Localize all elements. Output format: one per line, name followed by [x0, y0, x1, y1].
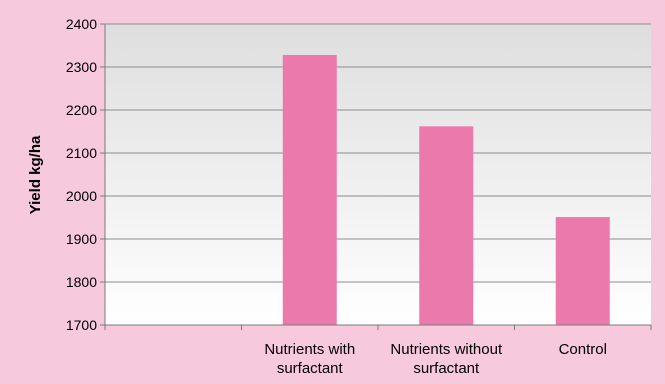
- y-tick-label: 1900: [66, 231, 97, 247]
- y-tick-label: 2200: [66, 102, 97, 118]
- y-tick-label: 1700: [66, 317, 97, 333]
- y-tick-label: 2100: [66, 145, 97, 161]
- x-category-label: Control: [559, 341, 607, 358]
- x-category-label: Nutrients without surfactant: [390, 341, 503, 377]
- y-tick-label: 2400: [66, 16, 97, 32]
- bars: [282, 54, 610, 326]
- bar-1: [282, 54, 337, 326]
- y-tick-label: 2300: [66, 59, 97, 75]
- axes: [100, 23, 652, 330]
- x-category-label: Nutrients with surfactant: [264, 341, 355, 377]
- bar-2: [419, 126, 474, 325]
- y-tick-label: 1800: [66, 274, 97, 290]
- y-tick-label: 2000: [66, 188, 97, 204]
- bar-3: [555, 217, 610, 325]
- y-axis-title: Yield kg/ha: [27, 135, 44, 214]
- gridlines: [105, 23, 651, 283]
- axis-labels: 1700 1800 1900 2000 2100 2200 2300 2400 Nutrient…: [66, 16, 607, 377]
